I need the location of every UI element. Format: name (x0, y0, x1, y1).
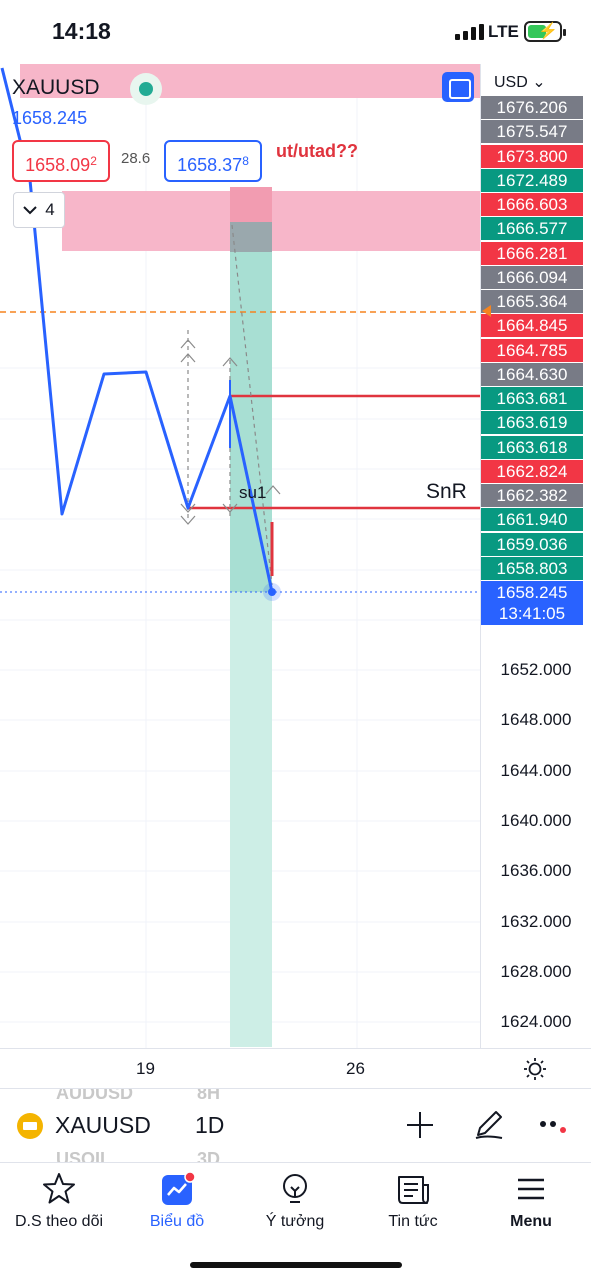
time-axis[interactable]: 19 26 (0, 1048, 591, 1088)
position-stop-area (230, 187, 272, 223)
nav-chart[interactable]: Biểu đồ (118, 1171, 236, 1231)
sell-button[interactable]: 1658.092 (12, 140, 110, 182)
nav-menu[interactable]: Menu (472, 1171, 590, 1231)
drawing-label[interactable]: su1 (239, 483, 267, 502)
price-tag: 1663.618 (481, 435, 583, 459)
status-time: 14:18 (52, 18, 111, 44)
price-label: 1628.000 (500, 961, 572, 981)
price-tag: 1659.036 (481, 532, 583, 556)
chart-note[interactable]: ut/utad?? (276, 141, 358, 161)
bid-price: 1658.09 (25, 155, 91, 175)
settings-sun-icon[interactable] (523, 1057, 547, 1081)
price-tag: 1676.206 (481, 96, 583, 119)
price-label: 1648.000 (500, 710, 572, 730)
nav-label: Menu (510, 1213, 552, 1230)
price-tag: 1664.845 (481, 314, 583, 338)
ghost-symbol-above: AUDUSD (56, 1088, 134, 1103)
nav-ideas[interactable]: Ý tưởng (236, 1171, 354, 1231)
price-tag: 1666.577 (481, 217, 583, 241)
battery-icon: ⚡ (524, 21, 566, 42)
supply-zone-top (20, 64, 480, 98)
current-price-value: 1658.245 (496, 583, 568, 602)
status-bar: 14:18 LTE ⚡ (0, 0, 591, 64)
price-tag: 1665.364 (481, 290, 583, 313)
gold-icon (17, 1113, 43, 1139)
bar-countdown: 13:41:05 (498, 604, 566, 623)
buy-button[interactable]: 1658.378 (164, 140, 262, 182)
price-label: 1636.000 (500, 861, 572, 881)
price-tag: 1663.681 (481, 387, 583, 410)
position-profit-area (230, 222, 272, 592)
ask-price: 1658.37 (177, 155, 243, 175)
price-label: 1644.000 (500, 760, 572, 780)
price-tag: 1662.824 (481, 459, 583, 483)
indicator-count: 4 (45, 200, 55, 219)
nav-label: Ý tưởng (265, 1213, 325, 1230)
news-icon (398, 1176, 429, 1204)
star-icon (43, 1173, 75, 1204)
chart-icon (162, 1171, 195, 1205)
measure-arrows (180, 339, 281, 525)
lightbulb-icon (283, 1174, 307, 1203)
network-type: LTE (488, 22, 519, 41)
currency-select[interactable]: USD ⌄ (494, 72, 546, 92)
home-indicator (190, 1262, 402, 1268)
more-icon[interactable] (540, 1121, 570, 1133)
alert-marker (482, 305, 491, 317)
chevron-down-icon: ⌄ (527, 74, 546, 91)
chart-canvas[interactable] (0, 64, 480, 1048)
nav-news[interactable]: Tin tức (354, 1171, 472, 1231)
price-tag: 1666.281 (481, 241, 583, 265)
current-price-tag: 1658.245 13:41:05 (481, 581, 583, 625)
nav-label: D.S theo dõi (14, 1213, 104, 1230)
nav-watchlist[interactable]: D.S theo dõi (0, 1171, 118, 1231)
nav-label: Tin tức (388, 1213, 438, 1230)
nav-label: Biểu đồ (149, 1213, 205, 1230)
symbol-picker[interactable]: XAUUSD (55, 1112, 151, 1138)
currency-label: USD (494, 74, 528, 91)
add-icon[interactable] (404, 1109, 436, 1141)
price-tag: 1675.547 (481, 120, 583, 144)
position-target-area (230, 591, 272, 1047)
price-tag: 1661.940 (481, 508, 583, 532)
bottom-nav: D.S theo dõi Biểu đồ Ý tưởng Tin tức (0, 1162, 591, 1280)
fullscreen-icon[interactable] (442, 72, 474, 102)
interval-picker[interactable]: 1D (195, 1112, 225, 1138)
price-tag: 1664.785 (481, 338, 583, 362)
price-tag: 1662.382 (481, 484, 583, 507)
price-tag: 1663.619 (481, 411, 583, 435)
price-tag: 1673.800 (481, 144, 583, 168)
indicators-toggle[interactable]: 4 (13, 192, 65, 228)
price-label: 1652.000 (500, 660, 572, 679)
market-status-icon[interactable] (130, 73, 162, 105)
pen-icon[interactable] (472, 1107, 506, 1141)
price-label: 1640.000 (500, 810, 572, 830)
spread: 28.6 (121, 150, 151, 167)
position-entry-band (230, 222, 272, 252)
time-label: 26 (346, 1059, 365, 1078)
bid-pip: 2 (90, 154, 97, 168)
ask-pip: 8 (242, 154, 249, 168)
price-tag: 1672.489 (481, 168, 583, 192)
price-label: 1624.000 (500, 1012, 572, 1032)
symbol-toolbar: AUDUSD 8H USOIL 3D XAUUSD 1D (0, 1088, 591, 1162)
ghost-symbol-below: USOIL (56, 1149, 112, 1162)
ghost-interval-above: 8H (197, 1088, 221, 1103)
time-label: 19 (136, 1059, 155, 1078)
last-price: 1658.245 (12, 108, 88, 128)
price-label: 1632.000 (500, 911, 572, 931)
signal-icon (455, 24, 484, 40)
chart-pane[interactable] (0, 64, 480, 1048)
snr-label[interactable]: SnR (426, 480, 467, 503)
price-tag: 1666.094 (481, 265, 583, 289)
price-tag: 1664.630 (481, 362, 583, 386)
price-tag: 1666.603 (481, 193, 583, 216)
menu-icon (518, 1178, 544, 1200)
price-tag: 1658.803 (481, 556, 583, 580)
chevron-down-icon (23, 206, 37, 215)
price-line (0, 67, 274, 593)
symbol-title[interactable]: XAUUSD (12, 76, 100, 99)
ghost-interval-below: 3D (197, 1149, 221, 1162)
